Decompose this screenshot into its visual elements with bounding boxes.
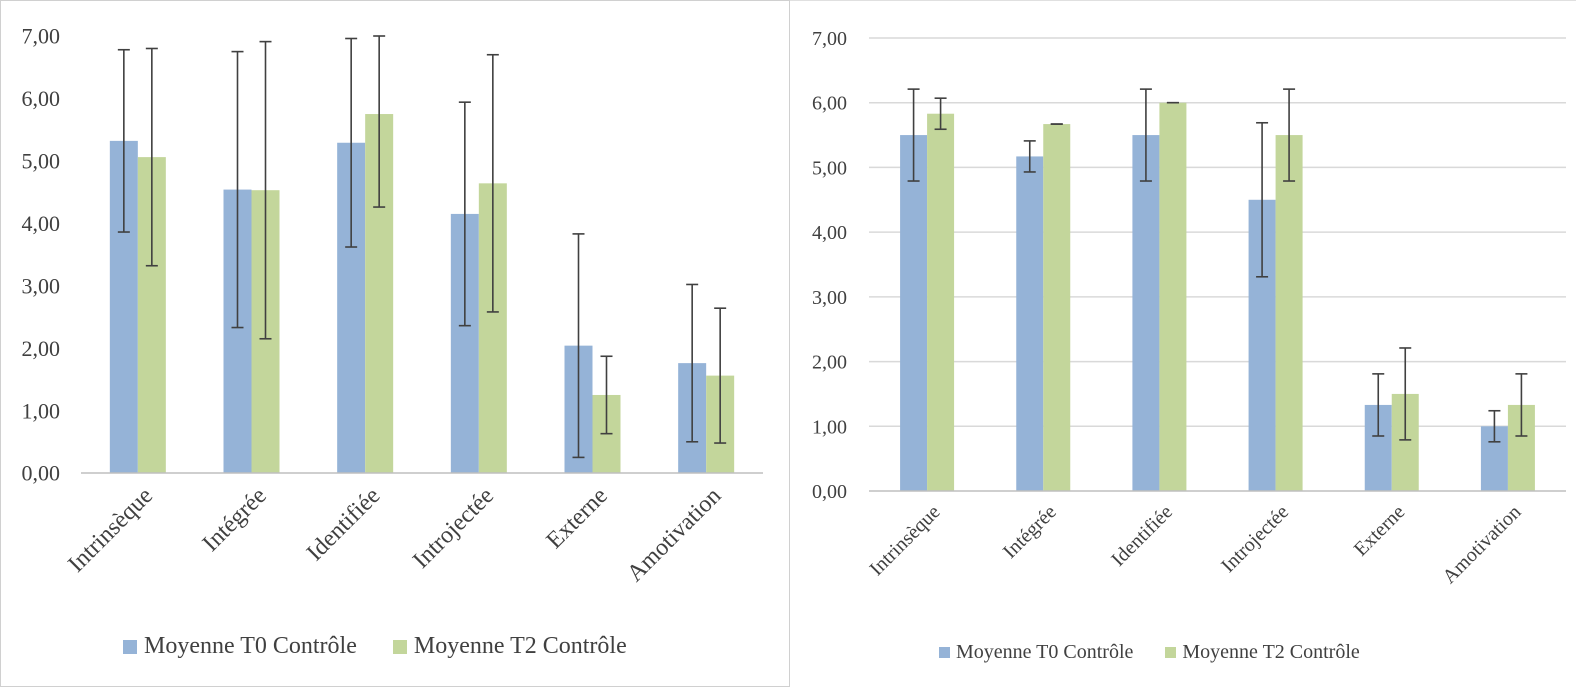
y-tick-label: 4,00 [22, 211, 61, 236]
error-bar [373, 35, 386, 208]
error-bar [1139, 88, 1152, 182]
legend-left: Moyenne T0 Contrôle Moyenne T2 Contrôle [123, 633, 627, 660]
x-tick-label: Intégrée [198, 483, 272, 557]
error-bar [117, 48, 130, 233]
error-bar [572, 233, 585, 459]
error-bar [1399, 347, 1412, 441]
error-bar [345, 37, 358, 248]
y-tick-label: 7,00 [22, 24, 61, 49]
error-bar [259, 40, 272, 340]
x-tick-label: Externe [542, 483, 613, 554]
x-tick-label: Identifiée [302, 483, 385, 566]
legend-item-t2: Moyenne T2 Contrôle [1165, 641, 1360, 664]
error-bar [907, 88, 920, 182]
x-tick-label: Intrinsèque [63, 483, 158, 578]
legend-item-t0: Moyenne T0 Contrôle [123, 633, 357, 660]
chart-panel-left: 0,00 1,00 2,00 3,00 4,00 5,00 6,00 7,00 Intrinsè… [0, 0, 790, 687]
bar-t2 [1043, 124, 1071, 491]
y-tick-label: 3,00 [22, 273, 61, 298]
bar-chart-right: 0,00 1,00 2,00 3,00 4,00 5,00 6,00 7,00 Intrinsè… [812, 28, 1566, 588]
y-tick-label: 5,00 [812, 157, 847, 179]
x-tick-label: Externe [1350, 501, 1410, 561]
error-bar [458, 101, 471, 327]
y-tick-label: 1,00 [22, 398, 61, 423]
x-tick-label: Identifiée [1107, 501, 1177, 571]
x-tick-label: Amotivation [622, 483, 726, 587]
x-tick-label: Introjectée [1217, 501, 1293, 577]
bar-t2 [1275, 135, 1303, 492]
legend-label-t0: Moyenne T0 Contrôle [956, 641, 1134, 663]
chart-panel-right: 0,00 1,00 2,00 3,00 4,00 5,00 6,00 7,00 Intrinsè… [790, 0, 1576, 687]
legend-item-t0: Moyenne T0 Contrôle [939, 641, 1133, 664]
legend-swatch-t2 [392, 639, 407, 654]
legend-label-t2: Moyenne T2 Contrôle [1182, 641, 1360, 663]
error-bar [231, 50, 244, 329]
error-bar [1023, 140, 1036, 173]
bar-t2 [927, 113, 955, 492]
y-tick-label: 6,00 [22, 86, 61, 111]
y-tick-label: 1,00 [812, 416, 847, 438]
y-tick-label: 4,00 [812, 222, 847, 244]
bar-chart-left: 0,00 1,00 2,00 3,00 4,00 5,00 6,00 7,00 Intrinsè… [22, 24, 763, 587]
error-bar [934, 97, 947, 131]
y-tick-label: 3,00 [812, 287, 847, 309]
y-tick-label: 2,00 [812, 352, 847, 374]
legend-label-t2: Moyenne T2 Contrôle [413, 633, 627, 659]
y-tick-label: 6,00 [812, 93, 847, 115]
error-bar [1515, 373, 1528, 437]
x-tick-label: Intégrée [999, 501, 1061, 563]
bar-t2 [1159, 102, 1187, 491]
legend-right: Moyenne T0 Contrôle Moyenne T2 Contrôle [939, 641, 1360, 664]
x-tick-label: Amotivation [1438, 501, 1525, 588]
error-bar [600, 355, 613, 435]
error-bar [1372, 373, 1385, 437]
error-bar [714, 307, 727, 444]
bar-t0 [1132, 135, 1160, 492]
legend-swatch-t0 [123, 639, 137, 654]
y-tick-label: 2,00 [22, 336, 61, 361]
error-bar [145, 47, 158, 267]
error-bar [1256, 121, 1269, 278]
error-bar [1488, 409, 1501, 443]
legend-label-t0: Moyenne T0 Contrôle [144, 633, 357, 659]
legend-item-t2: Moyenne T2 Contrôle [392, 633, 627, 660]
error-bar [686, 283, 699, 443]
x-tick-label: Intrinsèque [865, 501, 944, 580]
bar-t0 [1016, 156, 1044, 492]
y-tick-label: 0,00 [22, 461, 61, 486]
error-bar [486, 53, 499, 313]
bar-t0 [900, 135, 928, 492]
x-tick-label: Introjectée [408, 483, 499, 574]
legend-swatch-t2 [1165, 647, 1177, 658]
y-tick-label: 5,00 [22, 149, 61, 174]
y-tick-label: 7,00 [812, 28, 847, 50]
y-tick-label: 0,00 [812, 481, 847, 503]
legend-swatch-t0 [939, 647, 950, 658]
error-bar [1283, 88, 1296, 182]
